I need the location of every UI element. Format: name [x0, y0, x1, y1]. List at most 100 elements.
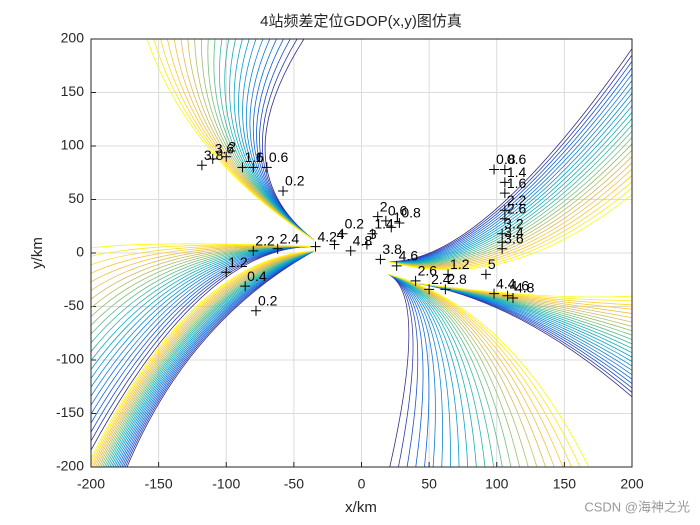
label-marker	[251, 305, 262, 316]
contour-label: 1	[255, 149, 263, 165]
contour-label: 1.4	[507, 164, 527, 180]
contour-line	[91, 39, 632, 467]
contour-label: 0.2	[258, 292, 278, 308]
contour-label: 1	[393, 209, 401, 225]
x-tick-label: 0	[358, 476, 366, 492]
contour-line	[91, 39, 632, 467]
contour-label: 3.8	[382, 241, 402, 257]
axes-box	[90, 38, 633, 468]
label-marker	[497, 228, 508, 239]
label-marker	[367, 228, 378, 239]
label-marker	[221, 151, 232, 162]
label-marker	[499, 164, 510, 175]
contour-label: 2.2	[255, 233, 275, 249]
label-marker	[507, 292, 518, 303]
label-marker	[499, 205, 510, 216]
contour-label: 4.4	[496, 275, 516, 291]
contour-label: 3.2	[504, 215, 524, 231]
contour-label: 4	[336, 226, 344, 242]
contour-line	[91, 39, 632, 467]
label-marker	[240, 281, 251, 292]
label-marker	[237, 162, 248, 173]
x-tick-label: -100	[212, 476, 240, 492]
label-marker	[272, 243, 283, 254]
contour-label: 0.6	[388, 203, 408, 219]
y-tick-label: 200	[61, 30, 85, 46]
contour-line	[91, 39, 632, 467]
label-marker	[380, 215, 391, 226]
x-tick-label: 200	[620, 476, 644, 492]
y-tick-label: -150	[56, 404, 84, 420]
y-tick-label: 100	[61, 137, 85, 153]
contour-label: 3.4	[504, 224, 524, 240]
label-marker	[499, 188, 510, 199]
label-marker	[329, 239, 340, 250]
label-marker	[386, 222, 397, 233]
contour-label: 4.2	[318, 228, 338, 244]
contour-line	[91, 39, 632, 467]
x-axis-label: x/km	[345, 499, 377, 516]
contour-label: 1.6	[507, 175, 527, 191]
contour-line	[91, 39, 632, 467]
contour-label: 2.4	[431, 271, 451, 287]
x-tick-label: 50	[421, 476, 437, 492]
contour-line	[91, 39, 632, 467]
contour-line	[91, 39, 632, 467]
label-marker	[394, 218, 405, 229]
contour-line	[91, 39, 632, 467]
contour-label: 0.6	[507, 151, 527, 167]
x-tick-label: -200	[77, 476, 105, 492]
contour-label: 3	[369, 226, 377, 242]
contour-label: 2	[228, 138, 236, 154]
contour-label: 2.2	[507, 192, 527, 208]
label-marker	[502, 290, 513, 301]
contour-line	[91, 39, 632, 467]
chart-title: 4站频差定位GDOP(x,y)图仿真	[260, 12, 462, 30]
contour-label: 0.4	[247, 268, 267, 284]
contour-label: 2.8	[447, 271, 467, 287]
label-marker	[497, 243, 508, 254]
contour-label: 5	[488, 256, 496, 272]
contour-group	[91, 39, 632, 467]
label-marker	[207, 153, 218, 164]
contour-line	[91, 39, 632, 467]
contour-line	[91, 39, 632, 467]
y-tick-label: 50	[68, 190, 84, 206]
y-tick-label: -100	[56, 351, 84, 367]
label-marker	[489, 164, 500, 175]
y-axis-label: y/km	[29, 237, 46, 269]
contour-line	[91, 39, 632, 467]
label-marker	[196, 160, 207, 171]
y-tick-label: 150	[61, 83, 85, 99]
label-marker	[361, 239, 372, 250]
label-marker	[221, 267, 232, 278]
label-marker	[248, 162, 259, 173]
contour-label: 3.6	[504, 230, 524, 246]
contour-label: 0.8	[496, 151, 516, 167]
x-tick-label: 150	[553, 476, 577, 492]
contour-line	[91, 39, 632, 467]
contour-line	[91, 39, 632, 467]
contour-label: 1.6	[244, 149, 264, 165]
contour-label: 1.2	[228, 254, 248, 270]
contour-line	[91, 39, 632, 467]
contour-label: 0.8	[401, 205, 421, 221]
y-tick-label: -50	[64, 297, 84, 313]
contour-label: 0.6	[269, 149, 289, 165]
label-marker	[337, 228, 348, 239]
label-marker	[261, 162, 272, 173]
contour-label: 1.4	[374, 215, 394, 231]
label-marker	[345, 245, 356, 256]
label-marker	[391, 260, 402, 271]
y-tick-label: -200	[56, 458, 84, 474]
contour-label: 2.4	[280, 230, 300, 246]
x-tick-label: -50	[284, 476, 304, 492]
label-marker	[489, 288, 500, 299]
label-marker	[410, 275, 421, 286]
contour-label: 4.6	[399, 248, 419, 264]
contour-label: 0.2	[285, 173, 305, 189]
contour-line	[91, 39, 632, 467]
contour-line	[91, 39, 632, 467]
